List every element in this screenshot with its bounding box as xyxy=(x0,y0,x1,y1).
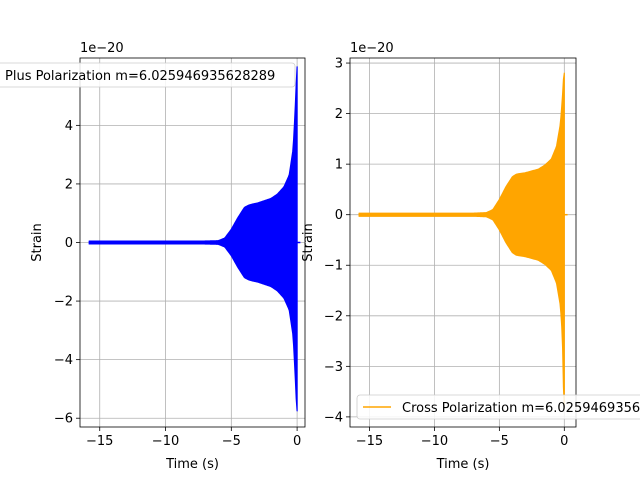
x-axis-label: Time (s) xyxy=(436,457,490,472)
y-offset-label: 1e−20 xyxy=(350,41,394,56)
y-tick-label: 0 xyxy=(335,208,343,223)
x-tick-label: −10 xyxy=(152,434,179,449)
x-tick-label: 0 xyxy=(560,434,568,449)
axes-frame xyxy=(349,57,577,428)
y-tick-label: −4 xyxy=(324,410,343,425)
y-tick-label: −2 xyxy=(324,309,343,324)
y-tick-label: −3 xyxy=(324,360,343,375)
y-tick-label: 2 xyxy=(335,107,343,122)
plus-polarization-axes: −15 −10 −5 0 −6 −4 −2 0 2 4 1e−20 Time (s) Strain… xyxy=(0,41,306,472)
y-tick-label: −1 xyxy=(324,259,343,274)
y-tick-label: 0 xyxy=(65,236,73,251)
y-tick-label: 1 xyxy=(335,158,343,173)
y-tick-label: −6 xyxy=(54,412,73,427)
y-offset-label: 1e−20 xyxy=(80,41,124,56)
x-tick-label: −5 xyxy=(490,434,509,449)
x-tick-label: −15 xyxy=(356,434,383,449)
y-tick-label: 2 xyxy=(65,177,73,192)
legend-entry-cross: Cross Polarization m=6.025946935628289 xyxy=(402,401,640,416)
y-tick-label: 4 xyxy=(65,119,73,134)
waveform-envelope xyxy=(88,66,298,412)
y-axis-label: Strain xyxy=(301,223,316,262)
x-tick-label: 0 xyxy=(293,434,301,449)
y-tick-label: −4 xyxy=(54,353,73,368)
y-tick-label: 3 xyxy=(335,57,343,72)
legend: Cross Polarization m=6.025946935628289 xyxy=(356,394,640,420)
x-tick-label: −15 xyxy=(86,434,113,449)
y-axis-label: Strain xyxy=(30,223,45,262)
x-tick-label: −10 xyxy=(421,434,448,449)
tick-marks: −15 −10 −5 0 −6 −4 −2 0 2 4 xyxy=(54,119,301,449)
x-axis-label: Time (s) xyxy=(165,457,219,472)
legend: Plus Polarization m=6.025946935628289 xyxy=(0,62,296,88)
legend-box xyxy=(356,394,640,420)
plus-polarization-series xyxy=(88,66,301,412)
legend-box xyxy=(0,62,296,88)
x-tick-label: −5 xyxy=(222,434,241,449)
y-tick-label: −2 xyxy=(54,295,73,310)
legend-entry-plus: Plus Polarization m=6.025946935628289 xyxy=(5,69,275,84)
